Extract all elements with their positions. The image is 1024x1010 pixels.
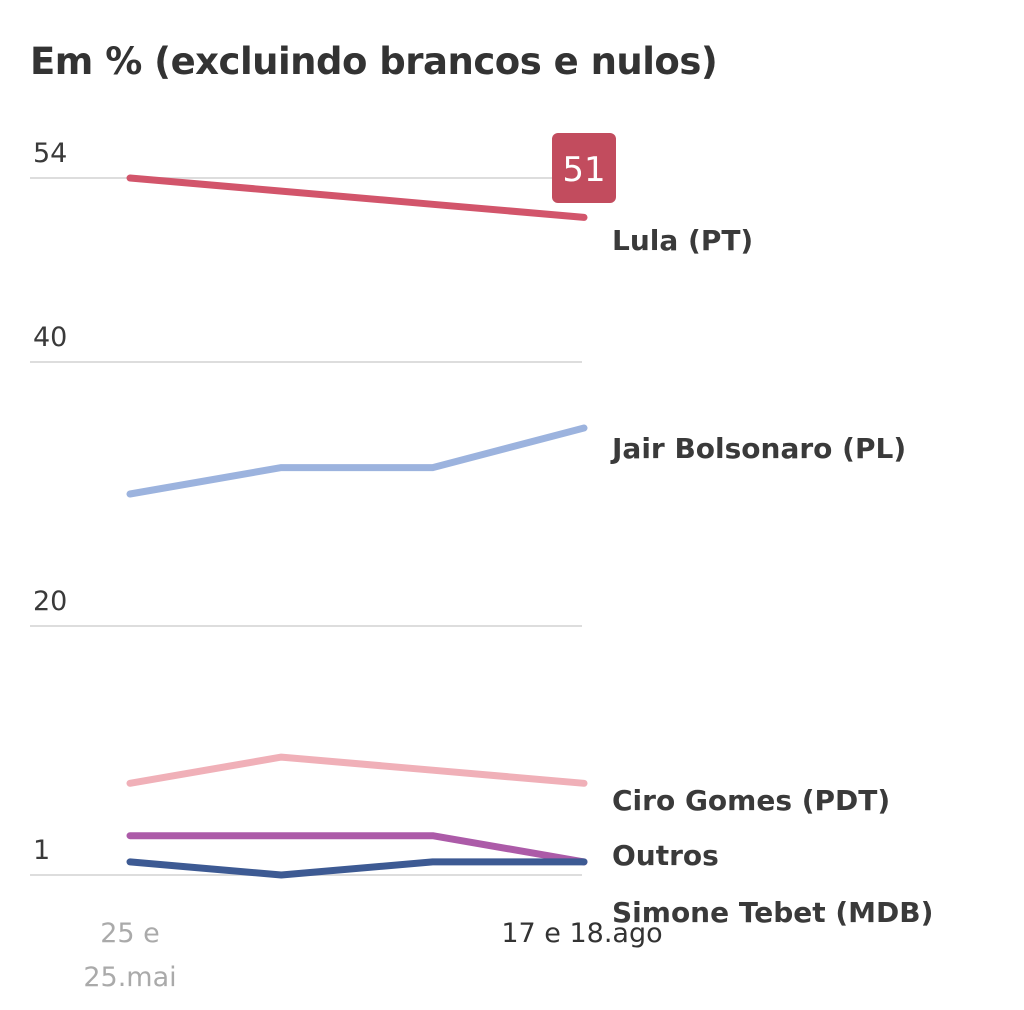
chart-title: Em % (excluindo brancos e nulos): [30, 40, 718, 83]
value-badge: [552, 133, 616, 203]
x-tick-label: 25 e: [100, 918, 160, 949]
series-line: [126, 424, 588, 498]
y-tick-label: 54: [33, 138, 67, 169]
series-label: Simone Tebet (MDB): [612, 896, 933, 929]
series-line: [126, 174, 588, 221]
series-label: Jair Bolsonaro (PL): [610, 432, 906, 465]
y-tick-label: 40: [33, 322, 67, 353]
series-label: Outros: [612, 839, 719, 872]
x-tick-label: 17 e 18.ago: [501, 918, 662, 949]
y-tick-label: 20: [33, 586, 67, 617]
series-label: Lula (PT): [612, 224, 753, 257]
value-badge-label: 51: [562, 150, 605, 190]
series-line: [126, 858, 588, 879]
x-tick-label: 25.mai: [83, 962, 176, 993]
series-line: [126, 832, 588, 866]
y-tick-label: 1: [33, 835, 50, 866]
series-label: Ciro Gomes (PDT): [612, 784, 890, 817]
series-line: [126, 753, 588, 787]
